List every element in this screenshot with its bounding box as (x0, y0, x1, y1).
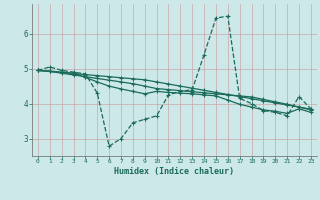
X-axis label: Humidex (Indice chaleur): Humidex (Indice chaleur) (115, 167, 234, 176)
